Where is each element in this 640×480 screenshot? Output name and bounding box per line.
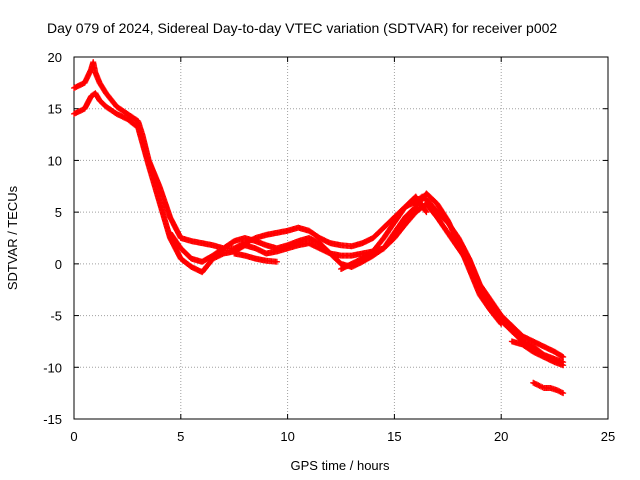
- x-tick-label: 25: [601, 429, 615, 444]
- data-points: [71, 59, 567, 397]
- plot-frame: [73, 56, 609, 420]
- y-axis-label: SDTVAR / TECUs: [5, 185, 20, 290]
- data-point: [498, 320, 505, 327]
- x-axis-label: GPS time / hours: [291, 458, 390, 473]
- x-tick-label: 0: [70, 429, 77, 444]
- data-point: [560, 353, 567, 360]
- x-tick-label: 20: [494, 429, 508, 444]
- y-tick-label: 15: [48, 102, 62, 117]
- data-point: [497, 319, 504, 326]
- data-point: [273, 258, 280, 265]
- data-point: [422, 208, 429, 215]
- y-tick-label: 10: [48, 153, 62, 168]
- y-tick-label: -5: [50, 309, 62, 324]
- y-tick-label: 0: [55, 257, 62, 272]
- data-point: [560, 390, 567, 397]
- chart-title: Day 079 of 2024, Sidereal Day-to-day VTE…: [47, 20, 557, 36]
- y-tick-label: 20: [48, 50, 62, 65]
- x-tick-label: 10: [280, 429, 294, 444]
- y-tick-label: -15: [43, 412, 62, 427]
- y-axis-ticks: -15 -10 -5 0 5 10 15 20: [43, 50, 608, 427]
- x-axis-ticks: 0 5 10 15 20 25: [70, 57, 615, 444]
- x-tick-label: 5: [177, 429, 184, 444]
- series-track-f: [508, 338, 567, 369]
- series-track-g: [530, 379, 567, 397]
- series-track-e: [338, 193, 430, 273]
- data-point: [560, 362, 567, 369]
- y-tick-label: 5: [55, 205, 62, 220]
- grid-lines: [74, 57, 608, 419]
- data-point: [423, 209, 430, 216]
- x-tick-label: 15: [387, 429, 401, 444]
- y-tick-label: -10: [43, 360, 62, 375]
- series-track-b: [71, 90, 567, 366]
- series-track-d: [231, 250, 280, 265]
